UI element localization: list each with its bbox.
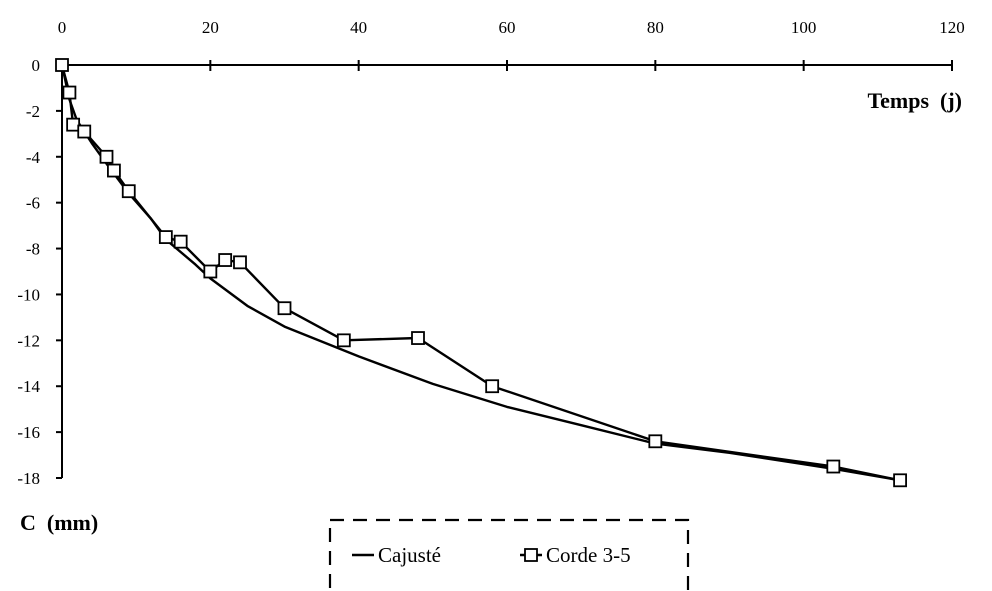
x-axis-title: Temps (j) (867, 88, 962, 113)
data-point-corde-3-5 (121, 184, 136, 199)
x-tick-label: 0 (58, 18, 67, 37)
data-point-corde-3-5 (826, 459, 841, 474)
legend: Cajusté Corde 3-5 (328, 518, 690, 591)
x-tick-label: 100 (791, 18, 817, 37)
data-point-corde-3-5 (203, 264, 218, 279)
data-point-corde-3-5 (107, 163, 121, 178)
data-point-corde-3-5 (218, 253, 233, 267)
data-point-corde-3-5 (893, 473, 907, 488)
y-tick-label: -2 (26, 102, 40, 121)
y-tick-label: 0 (32, 56, 41, 75)
data-point-corde-3-5 (648, 434, 663, 449)
data-point-corde-3-5 (411, 331, 425, 345)
y-axis-ticks: 0 -2 -4 -6 -8 -10 -12 -14 -16 -18 (17, 56, 62, 488)
x-tick-label: 20 (202, 18, 219, 37)
y-tick-label: -10 (17, 285, 40, 304)
series-line-cajuste (60, 64, 901, 482)
axes (61, 64, 952, 478)
y-tick-label: -6 (26, 194, 40, 213)
x-tick-label: 80 (647, 18, 664, 37)
y-tick-label: -14 (17, 377, 40, 396)
data-point-corde-3-5 (336, 333, 351, 348)
data-point-corde-3-5 (277, 301, 292, 316)
data-point-corde-3-5 (55, 58, 69, 72)
y-tick-label: -4 (26, 148, 41, 167)
legend-label-cajuste: Cajusté (378, 543, 441, 567)
series-line-corde-3-5 (60, 64, 901, 482)
data-point-corde-3-5 (485, 379, 500, 394)
x-tick-label: 120 (939, 18, 965, 37)
x-tick-label: 40 (350, 18, 367, 37)
y-tick-label: -8 (26, 240, 40, 259)
data-point-corde-3-5 (66, 117, 81, 132)
y-tick-label: -16 (17, 423, 40, 442)
x-tick-label: 60 (499, 18, 516, 37)
legend-swatch-marker-corde (524, 548, 538, 562)
series-layer (55, 58, 907, 488)
data-point-corde-3-5 (62, 85, 77, 100)
legend-label-corde: Corde 3-5 (546, 543, 631, 567)
x-axis-ticks: 0 20 40 60 80 100 120 (58, 18, 965, 71)
y-tick-label: -18 (17, 469, 40, 488)
y-axis-title: C (mm) (20, 510, 98, 535)
data-point-corde-3-5 (233, 255, 247, 270)
data-point-corde-3-5 (158, 230, 173, 244)
data-point-corde-3-5 (77, 124, 92, 139)
data-point-corde-3-5 (99, 149, 114, 164)
legend-frame (328, 518, 690, 591)
data-point-corde-3-5 (173, 234, 188, 249)
y-tick-label: -12 (17, 331, 40, 350)
